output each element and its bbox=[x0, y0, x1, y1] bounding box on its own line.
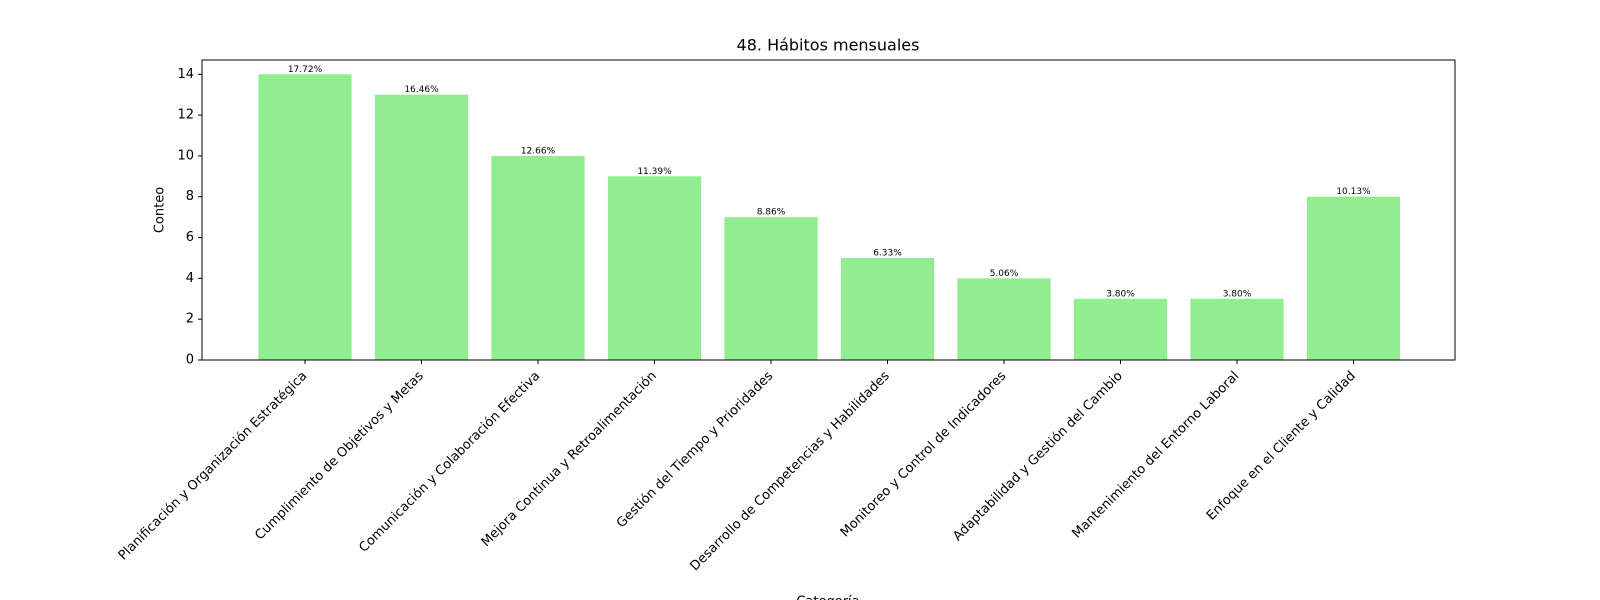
bar bbox=[491, 155, 585, 360]
value-label: 3.80% bbox=[1106, 289, 1135, 299]
chart-title: 48. Hábitos mensuales bbox=[737, 36, 920, 55]
y-tick-label: 6 bbox=[186, 230, 194, 245]
value-label: 17.72% bbox=[288, 65, 323, 75]
bar bbox=[1073, 298, 1168, 360]
bar bbox=[840, 257, 935, 360]
y-tick-label: 2 bbox=[186, 312, 194, 327]
bar bbox=[1306, 196, 1401, 360]
bar bbox=[957, 278, 1051, 360]
y-tick-label: 0 bbox=[186, 353, 194, 368]
y-tick-label: 14 bbox=[177, 67, 194, 82]
x-axis-label: Categoría bbox=[796, 595, 859, 600]
bar bbox=[1190, 298, 1284, 360]
value-label: 10.13% bbox=[1336, 187, 1371, 197]
value-label: 12.66% bbox=[521, 146, 556, 156]
value-label: 16.46% bbox=[404, 85, 439, 95]
x-tick-label: Desarrollo de Competencias y Habilidades bbox=[687, 369, 892, 574]
bar bbox=[724, 217, 818, 360]
y-tick-label: 10 bbox=[177, 148, 194, 163]
y-tick-label: 8 bbox=[186, 189, 194, 204]
x-tick-label: Planificación y Organización Estratégica bbox=[116, 369, 311, 564]
y-tick-label: 4 bbox=[186, 271, 194, 286]
y-tick-label: 12 bbox=[177, 108, 194, 123]
x-tick-label: Comunicación y Colaboración Efectiva bbox=[356, 369, 543, 556]
y-axis-label: Conteo bbox=[153, 187, 168, 233]
bar bbox=[258, 74, 352, 361]
plot-frame bbox=[201, 59, 1456, 361]
value-label: 3.80% bbox=[1223, 289, 1252, 299]
bar bbox=[374, 94, 469, 360]
value-label: 6.33% bbox=[873, 248, 902, 258]
value-label: 11.39% bbox=[637, 167, 672, 177]
bar bbox=[607, 176, 702, 360]
value-label: 8.86% bbox=[757, 208, 786, 218]
value-label: 5.06% bbox=[990, 269, 1019, 279]
